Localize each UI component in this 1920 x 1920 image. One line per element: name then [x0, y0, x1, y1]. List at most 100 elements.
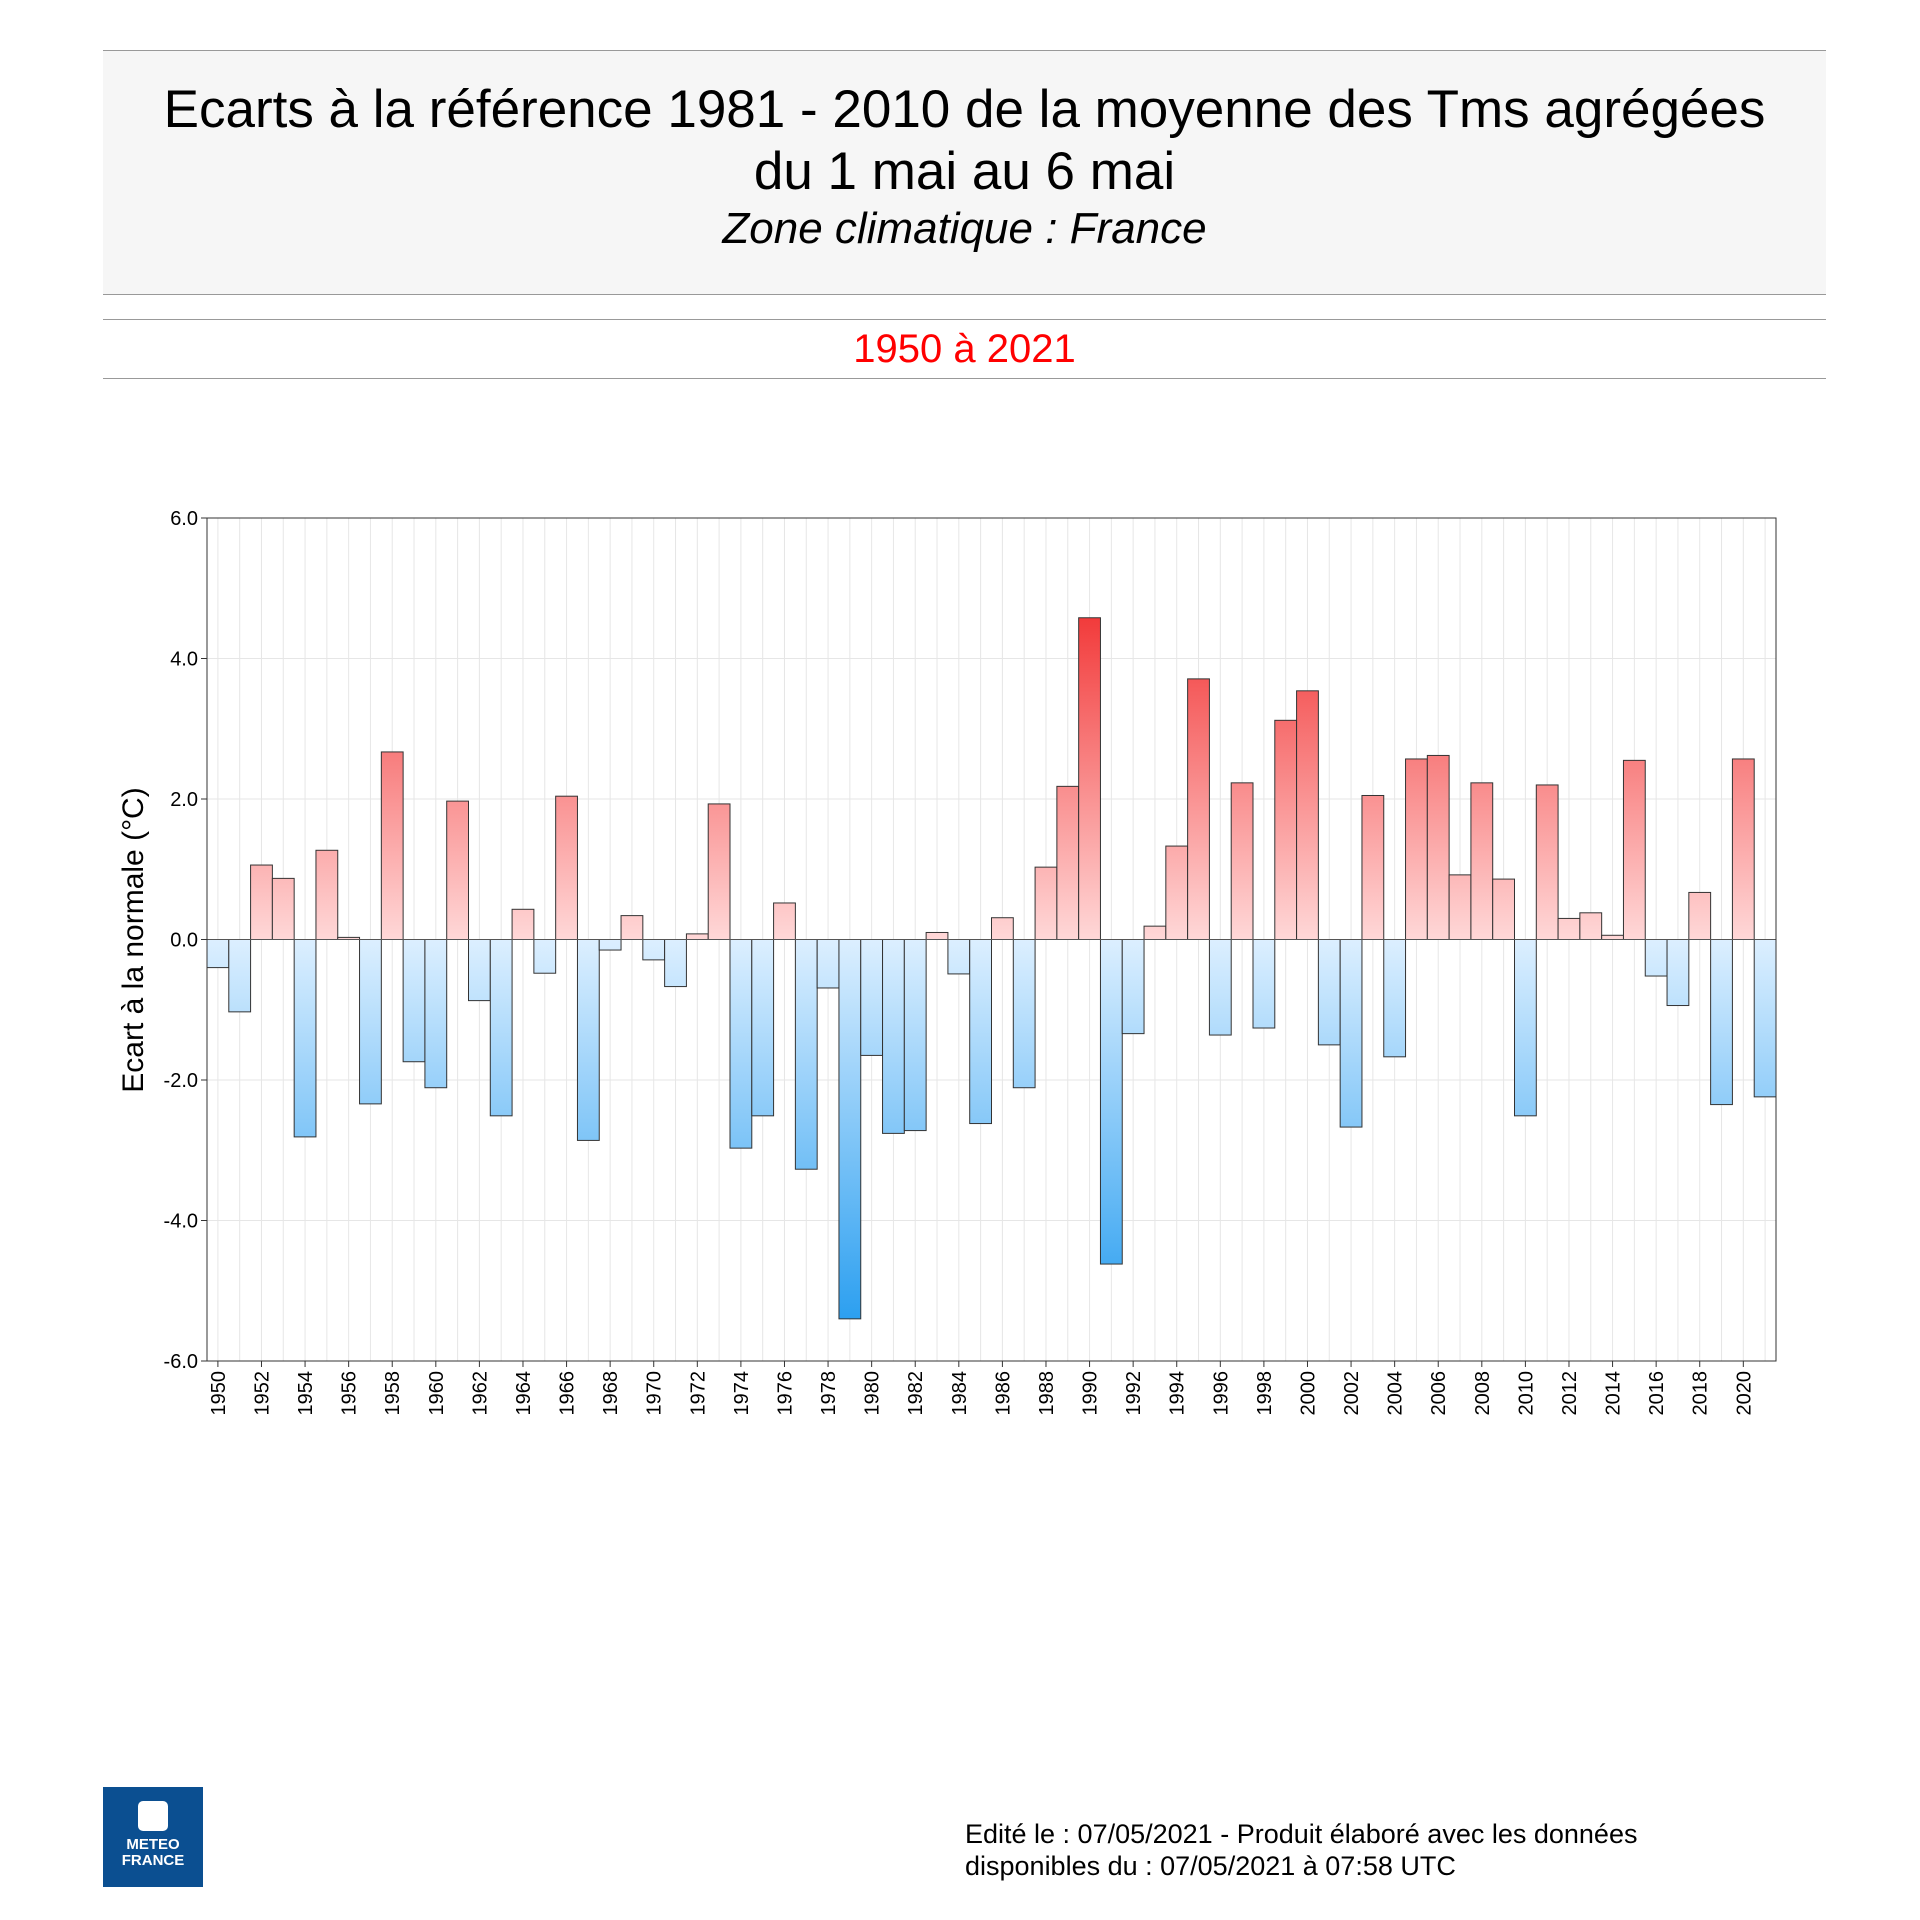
x-tick-label: 1984 [949, 1371, 971, 1416]
x-tick-label: 2012 [1559, 1371, 1581, 1416]
x-tick-label: 1988 [1036, 1371, 1058, 1416]
bar-1984 [947, 939, 971, 975]
x-tick-label: 1968 [600, 1371, 622, 1416]
bar-1960 [424, 939, 448, 1089]
x-tick-label: 1964 [513, 1371, 535, 1416]
bar-1994 [1165, 845, 1189, 941]
bar-1964 [511, 908, 535, 940]
bar-1988 [1034, 866, 1058, 941]
x-tick-label: 2018 [1690, 1371, 1712, 1416]
bar-1959 [402, 939, 426, 1063]
y-tick-label: 2.0 [170, 789, 198, 811]
x-tick-label: 2020 [1733, 1371, 1755, 1416]
bar-2013 [1579, 912, 1603, 940]
footer-line-2: disponibles du : 07/05/2021 à 07:58 UTC [965, 1851, 1456, 1881]
bar-2000 [1296, 690, 1319, 940]
x-tick-label: 2000 [1297, 1371, 1319, 1416]
bar-2020 [1731, 758, 1755, 941]
bar-2004 [1383, 939, 1407, 1058]
x-tick-label: 2010 [1515, 1371, 1537, 1416]
bar-1953 [271, 877, 295, 941]
x-tick-label: 1962 [469, 1371, 491, 1416]
bar-1981 [882, 939, 905, 1134]
x-tick-label: 1982 [905, 1371, 927, 1416]
x-tick-label: 2008 [1472, 1371, 1494, 1416]
x-tick-label: 1976 [774, 1371, 796, 1416]
bar-1979 [838, 939, 862, 1320]
bar-1971 [664, 939, 687, 988]
x-tick-label: 1978 [818, 1371, 840, 1416]
logo-text-1: METEO [126, 1836, 180, 1853]
bar-1999 [1274, 719, 1298, 940]
bar-1983 [925, 931, 949, 940]
logo-text-2: FRANCE [121, 1852, 185, 1869]
x-tick-label: 1972 [687, 1371, 709, 1416]
x-tick-label: 2014 [1603, 1371, 1625, 1416]
x-tick-label: 2006 [1428, 1371, 1450, 1416]
bar-1980 [860, 939, 884, 1056]
period-label: 1950 à 2021 [103, 319, 1826, 379]
bar-2007 [1448, 874, 1472, 940]
bar-2014 [1601, 934, 1624, 940]
bar-2017 [1666, 939, 1690, 1007]
x-tick-label: 2002 [1341, 1371, 1363, 1416]
y-tick-label: 0.0 [170, 930, 198, 952]
bar-1952 [250, 864, 273, 940]
bar-2008 [1470, 782, 1494, 941]
bar-1950 [206, 939, 230, 969]
bar-1982 [903, 939, 927, 1132]
bar-2019 [1710, 939, 1733, 1106]
bar-1997 [1230, 782, 1254, 941]
bar-1973 [707, 803, 731, 940]
bar-1951 [228, 939, 252, 1013]
bar-2011 [1535, 784, 1559, 941]
chart-subtitle: Zone climatique : France [722, 204, 1207, 253]
x-tick-label: 1960 [426, 1371, 448, 1416]
bar-1987 [1012, 939, 1036, 1089]
x-tick-label: 1952 [251, 1371, 273, 1416]
bar-1986 [991, 917, 1014, 940]
x-tick-label: 1996 [1210, 1371, 1232, 1416]
footer-note: Edité le : 07/05/2021 - Produit élaboré … [965, 1818, 1637, 1882]
title-line-1: Ecarts à la référence 1981 - 2010 de la … [163, 80, 1766, 139]
bar-1962 [468, 939, 491, 1002]
bar-1957 [359, 939, 382, 1105]
x-tick-label: 1980 [862, 1371, 884, 1416]
x-tick-label: 1994 [1167, 1371, 1189, 1416]
bar-1989 [1056, 785, 1080, 940]
title-line-2: du 1 mai au 6 mai [753, 142, 1176, 201]
bar-2002 [1339, 939, 1363, 1128]
y-tick-label: -2.0 [164, 1070, 198, 1092]
bar-1985 [969, 939, 992, 1125]
y-tick-label: 4.0 [170, 649, 198, 671]
bar-1967 [576, 939, 600, 1141]
meteo-france-logo: METEO FRANCE [103, 1787, 203, 1887]
bar-1966 [555, 795, 578, 940]
bar-2012 [1557, 917, 1581, 940]
bar-1995 [1187, 678, 1210, 940]
bar-1955 [315, 849, 339, 940]
bar-2006 [1426, 754, 1450, 940]
chart-title: Ecarts à la référence 1981 - 2010 de la … [103, 79, 1826, 203]
bar-1974 [729, 939, 753, 1149]
footer-line-1: Edité le : 07/05/2021 - Produit élaboré … [965, 1819, 1638, 1849]
y-axis-label: Ecart à la normale (°C) [117, 787, 150, 1092]
x-tick-label: 1998 [1254, 1371, 1276, 1416]
x-tick-label: 2004 [1385, 1371, 1407, 1416]
bar-2016 [1644, 939, 1668, 977]
bar-1996 [1208, 939, 1232, 1036]
x-tick-label: 1966 [557, 1371, 579, 1416]
bar-1972 [685, 933, 709, 941]
x-tick-label: 1954 [295, 1371, 317, 1416]
y-tick-label: -6.0 [164, 1351, 198, 1373]
bar-1970 [642, 939, 666, 961]
bar-2021 [1753, 939, 1777, 1098]
bar-2003 [1361, 794, 1385, 940]
bar-1992 [1121, 939, 1145, 1035]
y-tick-label: -4.0 [164, 1211, 198, 1233]
bar-1993 [1143, 925, 1167, 941]
x-tick-label: 1956 [339, 1371, 361, 1416]
bar-1969 [620, 915, 644, 940]
x-tick-label: 1990 [1080, 1371, 1102, 1416]
